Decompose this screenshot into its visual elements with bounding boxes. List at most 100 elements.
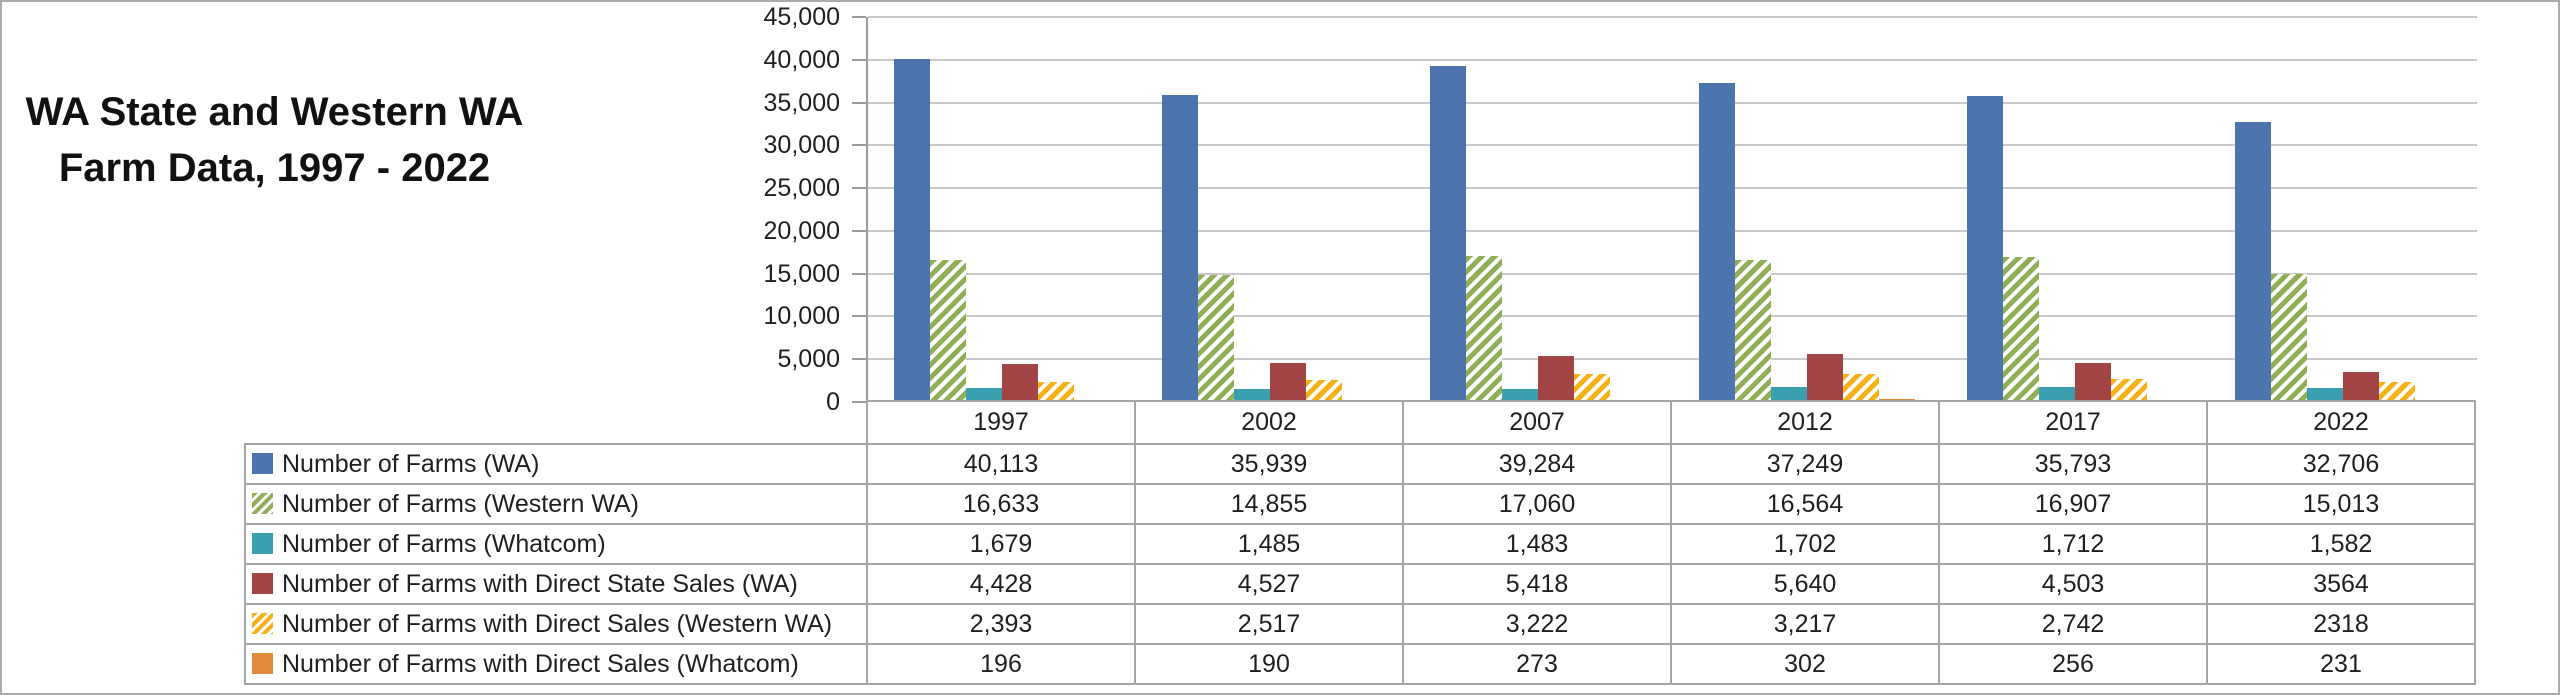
bar-series5-1997 [1038, 382, 1075, 402]
bar-series3-2007 [1502, 389, 1539, 402]
bar-series1-2002 [1162, 95, 1199, 402]
value-cell: 302 [1670, 643, 1940, 685]
value-cell: 35,939 [1134, 443, 1404, 485]
bar-group-2022 [2209, 17, 2477, 402]
bar-series2-2002 [1198, 275, 1235, 402]
value-cell: 37,249 [1670, 443, 1940, 485]
data-table: 1997 2002 2007 2012 2017 2022 Number of Farms … [244, 400, 2476, 685]
y-axis-tick [852, 358, 866, 361]
value-cell: 4,503 [1938, 563, 2208, 605]
series-label-cell: Number of Farms (Whatcom) [244, 523, 868, 565]
y-axis-tick-label: 35,000 [763, 88, 840, 117]
y-axis-tick-label: 20,000 [763, 216, 840, 245]
series-name: Number of Farms (Western WA) [282, 489, 639, 518]
bar-series2-1997 [930, 260, 967, 402]
gridline [868, 315, 2477, 318]
value-cell: 32,706 [2206, 443, 2476, 485]
bar-series4-1997 [1002, 364, 1039, 402]
bar-series3-2022 [2306, 388, 2343, 402]
legend-key-icon [252, 492, 273, 514]
value-cell: 2318 [2206, 603, 2476, 645]
value-cell: 14,855 [1134, 483, 1404, 525]
bar-series2-2022 [2270, 274, 2307, 402]
table-row: Number of Farms with Direct Sales (Weste… [244, 603, 2476, 645]
value-cell: 231 [2206, 643, 2476, 685]
table-corner-spacer [245, 401, 868, 445]
value-cell: 16,633 [866, 483, 1136, 525]
chart-title: WA State and Western WA Farm Data, 1997 … [2, 84, 547, 196]
value-cell: 35,793 [1938, 443, 2208, 485]
value-cell: 1,582 [2206, 523, 2476, 565]
table-row: Number of Farms (WA) 40,113 35,939 39,284 37… [244, 443, 2476, 485]
value-cell: 4,527 [1134, 563, 1404, 605]
value-cell: 2,742 [1938, 603, 2208, 645]
bar-series3-2017 [2038, 387, 2075, 402]
value-cell: 17,060 [1402, 483, 1672, 525]
value-cell: 5,418 [1402, 563, 1672, 605]
y-axis-tick [852, 58, 866, 61]
legend-key-icon [252, 572, 273, 594]
table-row: Number of Farms with Direct State Sales … [244, 563, 2476, 605]
bar-group-2017 [1941, 17, 2209, 402]
bar-series4-2002 [1270, 363, 1307, 402]
value-cell: 2,517 [1134, 603, 1404, 645]
bar-series1-1997 [894, 59, 931, 402]
gridline [868, 358, 2477, 361]
year-header-cell: 2012 [1670, 400, 1940, 445]
value-cell: 16,564 [1670, 483, 1940, 525]
value-cell: 4,428 [866, 563, 1136, 605]
value-cell: 16,907 [1938, 483, 2208, 525]
legend-key-icon [252, 532, 273, 554]
y-axis-tick [852, 144, 866, 147]
series-name: Number of Farms (WA) [282, 449, 540, 478]
bar-series3-2012 [1770, 387, 1807, 402]
value-cell: 1,712 [1938, 523, 2208, 565]
bar-series3-2002 [1234, 389, 1271, 402]
y-axis-tick [852, 229, 866, 232]
series-name: Number of Farms with Direct Sales (Weste… [282, 609, 833, 638]
value-cell: 5,640 [1670, 563, 1940, 605]
value-cell: 1,483 [1402, 523, 1672, 565]
gridline [868, 58, 2477, 61]
y-axis-tick [852, 187, 866, 190]
gridline [868, 272, 2477, 275]
bar-series1-2012 [1698, 83, 1735, 402]
value-cell: 39,284 [1402, 443, 1672, 485]
year-header-cell: 2022 [2206, 400, 2476, 445]
gridline [868, 101, 2477, 104]
y-axis-tick-label: 25,000 [763, 174, 840, 203]
bar-series5-2007 [1574, 374, 1611, 402]
bar-group-1997 [868, 17, 1136, 402]
value-cell: 1,679 [866, 523, 1136, 565]
value-cell: 3564 [2206, 563, 2476, 605]
legend-key-icon [252, 452, 273, 474]
table-row: Number of Farms with Direct Sales (Whatc… [244, 643, 2476, 685]
bar-series4-2007 [1538, 356, 1575, 402]
y-axis-tick [852, 101, 866, 104]
value-cell: 190 [1134, 643, 1404, 685]
legend-key-icon [252, 612, 273, 634]
bar-group-2007 [1404, 17, 1672, 402]
series-name: Number of Farms with Direct Sales (Whatc… [282, 649, 799, 678]
series-name: Number of Farms (Whatcom) [282, 529, 606, 558]
table-row: Number of Farms (Western WA) 16,633 14,855… [244, 483, 2476, 525]
y-axis-tick-label: 15,000 [763, 259, 840, 288]
bar-series1-2017 [1966, 96, 2003, 402]
value-cell: 3,217 [1670, 603, 1940, 645]
series-label-cell: Number of Farms (Western WA) [244, 483, 868, 525]
gridline [868, 229, 2477, 232]
bar-series4-2012 [1806, 354, 1843, 402]
series-label-cell: Number of Farms with Direct State Sales … [244, 563, 868, 605]
y-axis-tick [852, 272, 866, 275]
year-header-cell: 2007 [1402, 400, 1672, 445]
year-header-cell: 2002 [1134, 400, 1404, 445]
y-axis-tick [852, 315, 866, 318]
year-header-cell: 2017 [1938, 400, 2208, 445]
value-cell: 2,393 [866, 603, 1136, 645]
bar-series2-2017 [2002, 257, 2039, 402]
value-cell: 15,013 [2206, 483, 2476, 525]
chart-title-line2: Farm Data, 1997 - 2022 [58, 146, 491, 190]
bar-series5-2017 [2110, 379, 2147, 402]
value-cell: 256 [1938, 643, 2208, 685]
